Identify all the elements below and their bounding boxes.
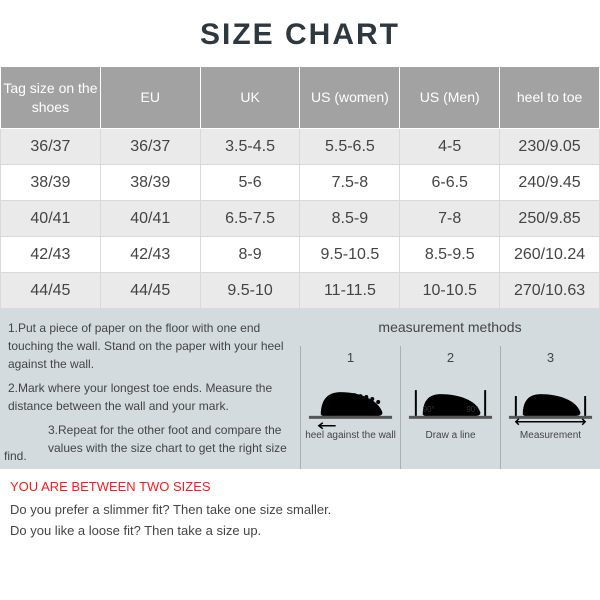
instructions-panel: 1.Put a piece of paper on the floor with… xyxy=(0,309,600,469)
instruction-2: 2.Mark where your longest toe ends. Meas… xyxy=(8,379,292,415)
table-row: 36/3736/373.5-4.55.5-6.54-5230/9.05 xyxy=(1,129,600,165)
col-tag-size: Tag size on the shoes xyxy=(1,67,101,129)
page-title: SIZE CHART xyxy=(0,0,600,66)
table-row: 40/4140/416.5-7.58.5-97-8250/9.85 xyxy=(1,201,600,237)
col-us-men: US (Men) xyxy=(400,67,500,129)
method-step-1: 1 heel against the wall xyxy=(300,346,400,469)
instructions-text: 1.Put a piece of paper on the floor with… xyxy=(0,309,300,469)
svg-text:90°: 90° xyxy=(423,404,435,413)
size-table: Tag size on the shoes EU UK US (women) U… xyxy=(0,66,600,309)
table-row: 38/3938/395-67.5-86-6.5240/9.45 xyxy=(1,165,600,201)
instruction-3: 3.Repeat for the other foot and compare … xyxy=(8,421,292,457)
instruction-find: find. xyxy=(4,447,27,465)
size-table-head: Tag size on the shoes EU UK US (women) U… xyxy=(1,67,600,129)
fit-line-slim: Do you prefer a slimmer fit? Then take o… xyxy=(10,502,590,517)
foot-measure-icon xyxy=(501,372,600,430)
table-row: 42/4342/438-99.5-10.58.5-9.5260/10.24 xyxy=(1,237,600,273)
size-table-body: 36/3736/373.5-4.55.5-6.54-5230/9.05 38/3… xyxy=(1,129,600,309)
fit-line-loose: Do you like a loose fit? Then take a siz… xyxy=(10,523,590,538)
col-heel-toe: heel to toe xyxy=(500,67,600,129)
method-step-2: 2 90° 90° Draw a line xyxy=(400,346,500,469)
fit-advice: YOU ARE BETWEEN TWO SIZES Do you prefer … xyxy=(0,469,600,558)
methods-panel: measurement methods 1 heel against the w… xyxy=(300,309,600,469)
table-row: 44/4544/459.5-1011-11.510-10.5270/10.63 xyxy=(1,273,600,309)
foot-heel-icon xyxy=(301,372,400,430)
col-eu: EU xyxy=(100,67,200,129)
size-chart-container: SIZE CHART Tag size on the shoes EU UK U… xyxy=(0,0,600,558)
foot-90deg-icon: 90° 90° xyxy=(401,372,500,430)
svg-text:90°: 90° xyxy=(466,404,478,413)
methods-title: measurement methods xyxy=(300,309,600,346)
instruction-1: 1.Put a piece of paper on the floor with… xyxy=(8,319,292,373)
method-step-3: 3 Measurement xyxy=(500,346,600,469)
col-uk: UK xyxy=(200,67,300,129)
methods-steps: 1 heel against the wall 2 xyxy=(300,346,600,469)
fit-heading: YOU ARE BETWEEN TWO SIZES xyxy=(10,479,590,494)
col-us-women: US (women) xyxy=(300,67,400,129)
